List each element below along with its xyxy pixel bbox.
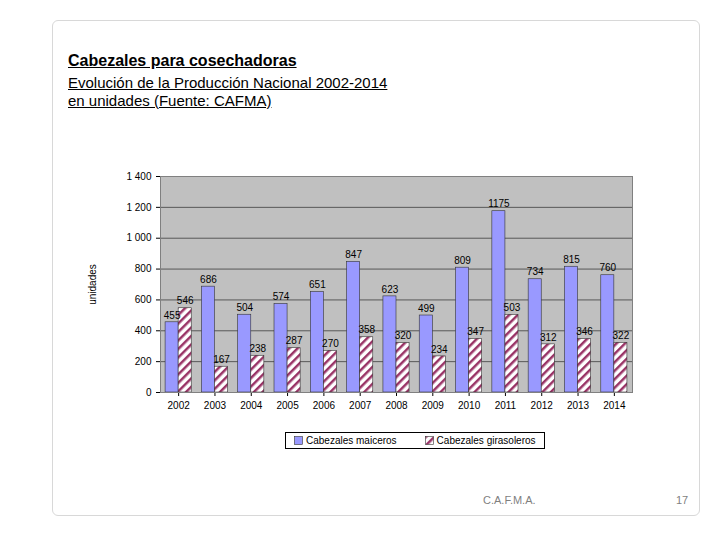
svg-text:2012: 2012 bbox=[531, 400, 554, 411]
svg-text:847: 847 bbox=[345, 249, 362, 260]
svg-text:809: 809 bbox=[454, 255, 471, 266]
svg-text:2005: 2005 bbox=[276, 400, 299, 411]
svg-text:800: 800 bbox=[135, 263, 152, 274]
svg-text:0: 0 bbox=[146, 387, 152, 398]
svg-text:1 400: 1 400 bbox=[126, 171, 151, 182]
svg-text:574: 574 bbox=[273, 291, 290, 302]
svg-text:1175: 1175 bbox=[488, 198, 510, 209]
svg-text:2006: 2006 bbox=[313, 400, 336, 411]
svg-text:346: 346 bbox=[576, 326, 593, 337]
svg-text:623: 623 bbox=[382, 284, 399, 295]
svg-text:2008: 2008 bbox=[385, 400, 408, 411]
svg-text:815: 815 bbox=[563, 254, 580, 265]
svg-text:167: 167 bbox=[213, 354, 230, 365]
svg-text:238: 238 bbox=[249, 343, 266, 354]
svg-text:734: 734 bbox=[527, 266, 544, 277]
svg-text:2014: 2014 bbox=[603, 400, 626, 411]
html-text:Evolución de la Producción Nac: Evolución de la Producción Nacional 2002… bbox=[68, 74, 388, 91]
svg-text:504: 504 bbox=[236, 302, 253, 313]
svg-text:234: 234 bbox=[431, 344, 448, 355]
svg-text:1 200: 1 200 bbox=[126, 202, 151, 213]
svg-text:200: 200 bbox=[135, 356, 152, 367]
html-text:Cabezales girasoleros: Cabezales girasoleros bbox=[436, 435, 536, 446]
svg-text:347: 347 bbox=[467, 326, 484, 337]
svg-text:unidades: unidades bbox=[87, 264, 98, 305]
svg-text:312: 312 bbox=[540, 332, 557, 343]
html-text:C.A.F.M.A.: C.A.F.M.A. bbox=[483, 494, 536, 506]
html-text:Cabezales maiceros: Cabezales maiceros bbox=[306, 435, 397, 446]
svg-text:2004: 2004 bbox=[240, 400, 263, 411]
html-text:Cabezales para cosechadoras: Cabezales para cosechadoras bbox=[68, 52, 297, 69]
svg-text:287: 287 bbox=[286, 335, 303, 346]
svg-text:546: 546 bbox=[177, 295, 194, 306]
html-text:en unidades (Fuente: CAFMA): en unidades (Fuente: CAFMA) bbox=[68, 92, 272, 109]
svg-text:400: 400 bbox=[135, 325, 152, 336]
svg-text:2010: 2010 bbox=[458, 400, 481, 411]
svg-text:686: 686 bbox=[200, 274, 217, 285]
svg-text:499: 499 bbox=[418, 303, 435, 314]
svg-text:270: 270 bbox=[322, 338, 339, 349]
svg-text:760: 760 bbox=[599, 262, 616, 273]
svg-text:2009: 2009 bbox=[422, 400, 445, 411]
svg-text:2013: 2013 bbox=[567, 400, 590, 411]
svg-text:2011: 2011 bbox=[495, 400, 517, 411]
svg-text:2007: 2007 bbox=[349, 400, 372, 411]
svg-text:2003: 2003 bbox=[204, 400, 227, 411]
svg-text:600: 600 bbox=[135, 294, 152, 305]
svg-text:1 000: 1 000 bbox=[126, 232, 151, 243]
svg-text:358: 358 bbox=[358, 324, 375, 335]
svg-text:651: 651 bbox=[309, 279, 326, 290]
svg-text:320: 320 bbox=[395, 330, 412, 341]
svg-text:455: 455 bbox=[164, 310, 181, 321]
html-text:17: 17 bbox=[676, 494, 689, 506]
svg-text:503: 503 bbox=[504, 302, 521, 313]
svg-text:2002: 2002 bbox=[168, 400, 191, 411]
svg-text:322: 322 bbox=[613, 330, 630, 341]
